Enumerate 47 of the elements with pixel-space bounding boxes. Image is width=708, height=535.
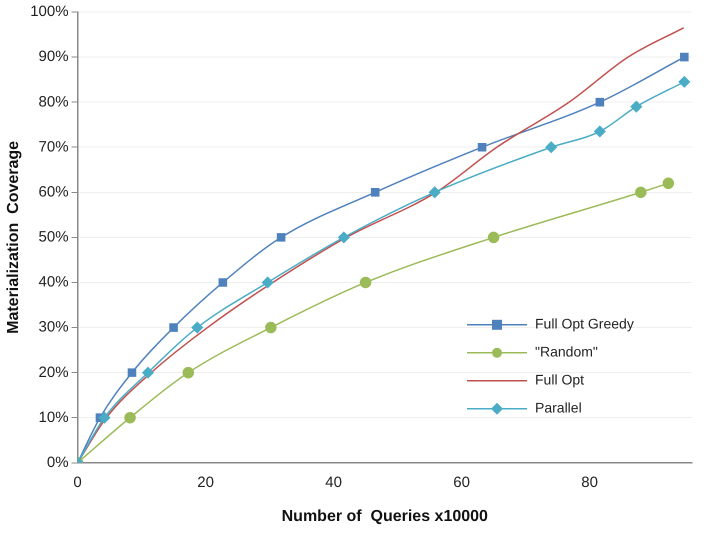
y-tick-label: 50% <box>38 228 69 246</box>
legend-label: Parallel <box>535 400 582 416</box>
x-tick-label: 60 <box>453 474 470 491</box>
point <box>128 368 136 377</box>
legend-label: "Random" <box>535 344 598 360</box>
point <box>428 186 440 198</box>
y-tick-label: 60% <box>38 183 69 200</box>
point <box>488 232 500 244</box>
y-tick-label: 10% <box>38 408 69 426</box>
point <box>276 233 286 242</box>
point <box>545 141 557 153</box>
x-axis-title: Number of Queries x10000 <box>282 508 488 525</box>
point <box>635 186 647 198</box>
point <box>370 188 380 197</box>
point <box>360 276 372 288</box>
x-tick-label: 20 <box>197 474 214 491</box>
y-tick-label: 70% <box>38 138 69 156</box>
point <box>594 126 606 138</box>
legend-label: Full Opt <box>535 372 584 388</box>
y-tick-label: 80% <box>38 93 69 110</box>
point <box>218 278 228 287</box>
y-axis-title: Materialization Coverage <box>5 140 22 334</box>
point <box>98 412 110 424</box>
y-tick-label: 0% <box>46 454 69 471</box>
y-tick-label: 30% <box>38 318 69 336</box>
point <box>596 98 604 106</box>
point <box>124 412 136 424</box>
point <box>478 142 486 152</box>
point <box>662 178 674 190</box>
point <box>169 323 178 332</box>
point <box>338 232 350 244</box>
point <box>142 366 154 378</box>
point <box>192 322 203 334</box>
point <box>630 100 642 112</box>
point <box>182 366 194 378</box>
y-tick-label: 90% <box>38 48 69 66</box>
point <box>678 76 690 88</box>
legend-label: Full Opt Greedy <box>535 316 634 332</box>
y-tick-label: 40% <box>38 274 69 291</box>
point <box>680 52 689 62</box>
y-tick-label: 100% <box>30 3 69 20</box>
x-tick-label: 40 <box>325 474 342 491</box>
x-tick-label: 0 <box>73 474 82 491</box>
point <box>262 276 274 288</box>
x-tick-label: 80 <box>581 474 598 491</box>
y-tick-label: 20% <box>38 364 69 381</box>
point <box>265 322 277 334</box>
